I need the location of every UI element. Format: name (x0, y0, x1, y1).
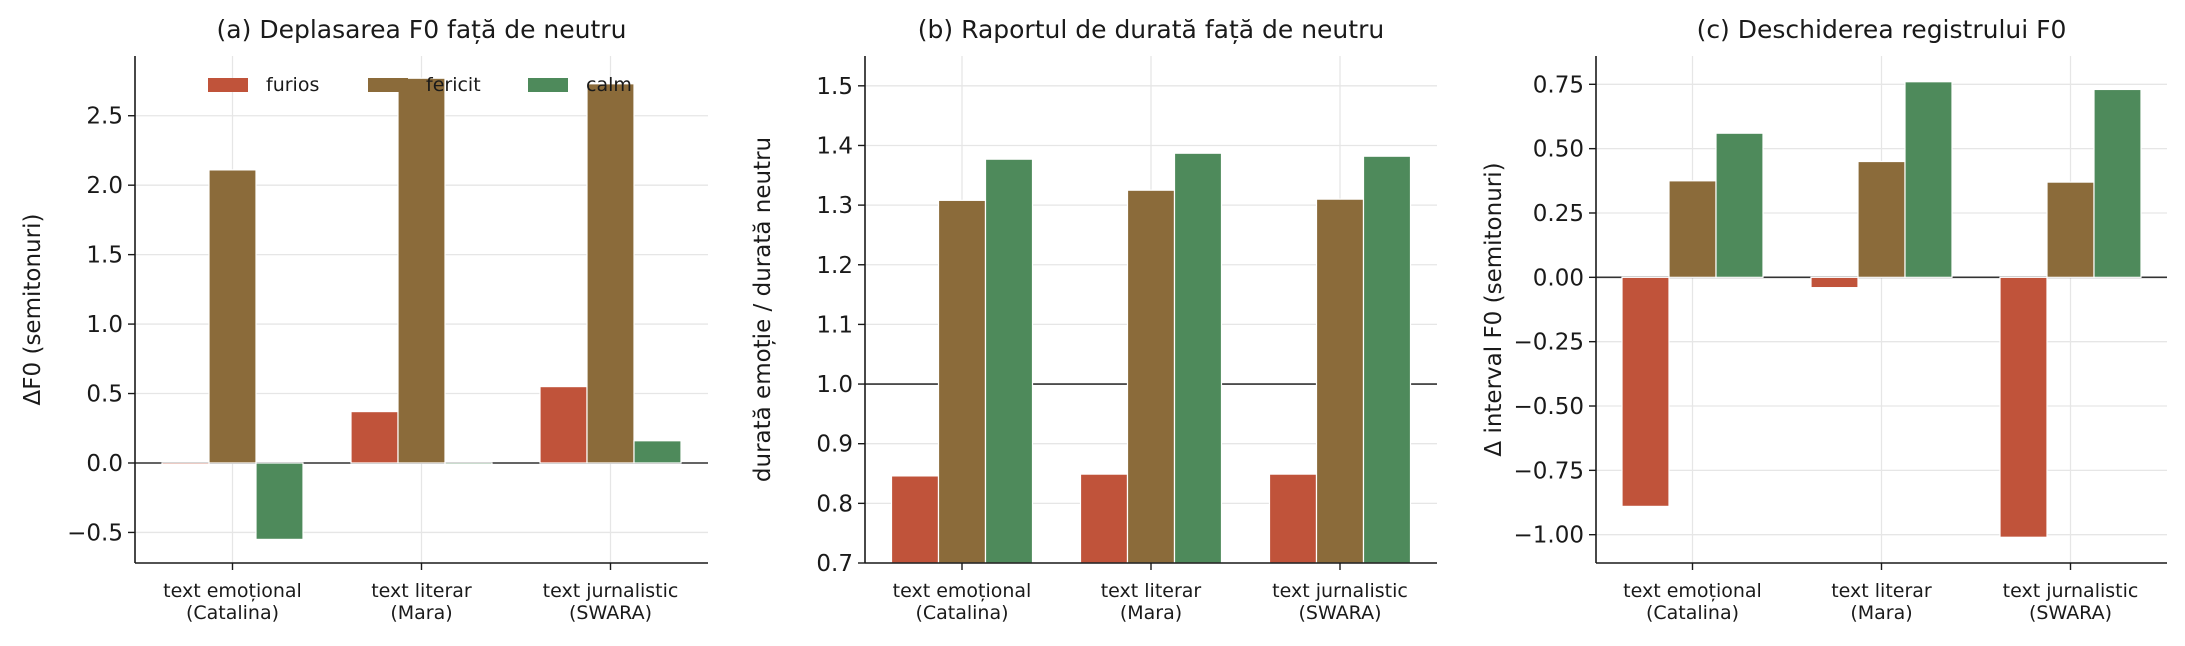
y-tick-label: 0.9 (816, 432, 853, 458)
chart-title: (b) Raportul de durată față de neutru (918, 15, 1384, 44)
y-tick-label: 1.2 (816, 253, 853, 279)
y-tick-label: 1.0 (816, 372, 853, 398)
y-tick-label: −0.75 (1514, 458, 1584, 484)
bar-furios-0 (1621, 276, 1670, 507)
x-tick-label: text literar (1101, 580, 1202, 602)
panel-0: (a) Deplasarea F0 față de neutru −0.5 0.0 0… (20, 15, 708, 624)
bar-furios-1 (1810, 276, 1859, 289)
bar-calm-1 (1904, 81, 1953, 278)
panel-1: (b) Raportul de durată față de neutru 0.7… (750, 15, 1437, 624)
bar-furios-2 (1268, 473, 1318, 564)
bar-calm-0 (1715, 132, 1764, 278)
bar-furios-1 (350, 410, 399, 464)
x-tick-label: text jurnalistic (543, 580, 679, 602)
y-tick-label: −0.5 (67, 520, 123, 546)
bar-calm-1 (444, 462, 493, 466)
x-tick-label: (Mara) (390, 602, 452, 624)
legend-swatch-fericit (368, 78, 408, 92)
bar-furios-0 (890, 475, 940, 564)
x-tick-label: text jurnalistic (2003, 580, 2139, 602)
bar-fericit-2 (1315, 198, 1365, 564)
x-tick-label: (SWARA) (569, 602, 652, 624)
y-tick-label: 1.5 (86, 243, 123, 269)
chart-title: (a) Deplasarea F0 față de neutru (217, 15, 627, 44)
bar-calm-2 (1362, 155, 1412, 564)
y-tick-label: 0.25 (1533, 201, 1584, 227)
x-tick-label: (Mara) (1120, 602, 1182, 624)
legend-label: furios (266, 74, 319, 96)
bar-fericit-2 (2046, 181, 2095, 278)
x-tick-label: text literar (371, 580, 472, 602)
y-tick-label: 0.5 (86, 382, 123, 408)
legend-label: calm (586, 74, 632, 96)
x-tick-label: text emoțional (163, 580, 302, 602)
bar-fericit-0 (1668, 180, 1717, 278)
bar-calm-0 (255, 462, 304, 540)
y-tick-label: 0.00 (1533, 265, 1584, 291)
bar-fericit-0 (208, 169, 257, 464)
bar-fericit-1 (1857, 160, 1906, 278)
y-tick-label: 1.3 (816, 193, 853, 219)
y-axis-label: durată emoție / durată neutru (750, 137, 776, 482)
legend-swatch-calm (528, 78, 568, 92)
bar-furios-2 (1999, 276, 2048, 538)
bar-fericit-1 (397, 77, 446, 464)
bar-fericit-0 (937, 199, 987, 564)
y-tick-label: 1.5 (816, 74, 853, 100)
x-tick-label: (SWARA) (1298, 602, 1381, 624)
y-tick-label: 0.8 (816, 491, 853, 517)
bar-fericit-1 (1126, 189, 1176, 564)
x-tick-label: (Catalina) (915, 602, 1008, 624)
legend-swatch-furios (208, 78, 248, 92)
x-tick-label: text jurnalistic (1272, 580, 1408, 602)
y-tick-label: 0.50 (1533, 137, 1584, 163)
x-tick-label: (SWARA) (2029, 602, 2112, 624)
y-tick-label: 2.0 (86, 173, 123, 199)
x-tick-label: text emoțional (1623, 580, 1762, 602)
bar-fericit-2 (586, 83, 635, 464)
x-tick-label: text literar (1831, 580, 1932, 602)
x-tick-label: (Catalina) (186, 602, 279, 624)
y-tick-label: 1.4 (816, 133, 853, 159)
x-tick-label: text emoțional (893, 580, 1032, 602)
chart-title: (c) Deschiderea registrului F0 (1697, 15, 2067, 44)
y-tick-label: −0.50 (1514, 394, 1584, 420)
legend-label: fericit (426, 74, 481, 96)
y-tick-label: 0.7 (816, 551, 853, 577)
bar-furios-0 (161, 462, 210, 466)
bar-furios-1 (1079, 473, 1129, 564)
legend: furios fericit calm (208, 74, 632, 96)
y-axis-label: ΔF0 (semitonuri) (20, 214, 46, 406)
bar-calm-2 (2093, 88, 2142, 278)
bar-calm-0 (984, 158, 1034, 564)
y-tick-label: −0.25 (1514, 330, 1584, 356)
y-tick-label: 0.0 (86, 451, 123, 477)
x-tick-label: (Mara) (1850, 602, 1912, 624)
bar-calm-1 (1173, 152, 1223, 564)
bar-furios-2 (539, 385, 588, 464)
y-tick-label: 0.75 (1533, 72, 1584, 98)
y-tick-label: −1.00 (1514, 523, 1584, 549)
x-tick-label: (Catalina) (1646, 602, 1739, 624)
panel-2: (c) Deschiderea registrului F0 −1.00 −0.75… (1481, 15, 2167, 624)
y-axis-label: Δ interval F0 (semitonuri) (1481, 162, 1507, 456)
y-tick-label: 2.5 (86, 104, 123, 130)
y-tick-label: 1.0 (86, 312, 123, 338)
y-tick-label: 1.1 (816, 312, 853, 338)
bar-calm-2 (633, 440, 682, 464)
